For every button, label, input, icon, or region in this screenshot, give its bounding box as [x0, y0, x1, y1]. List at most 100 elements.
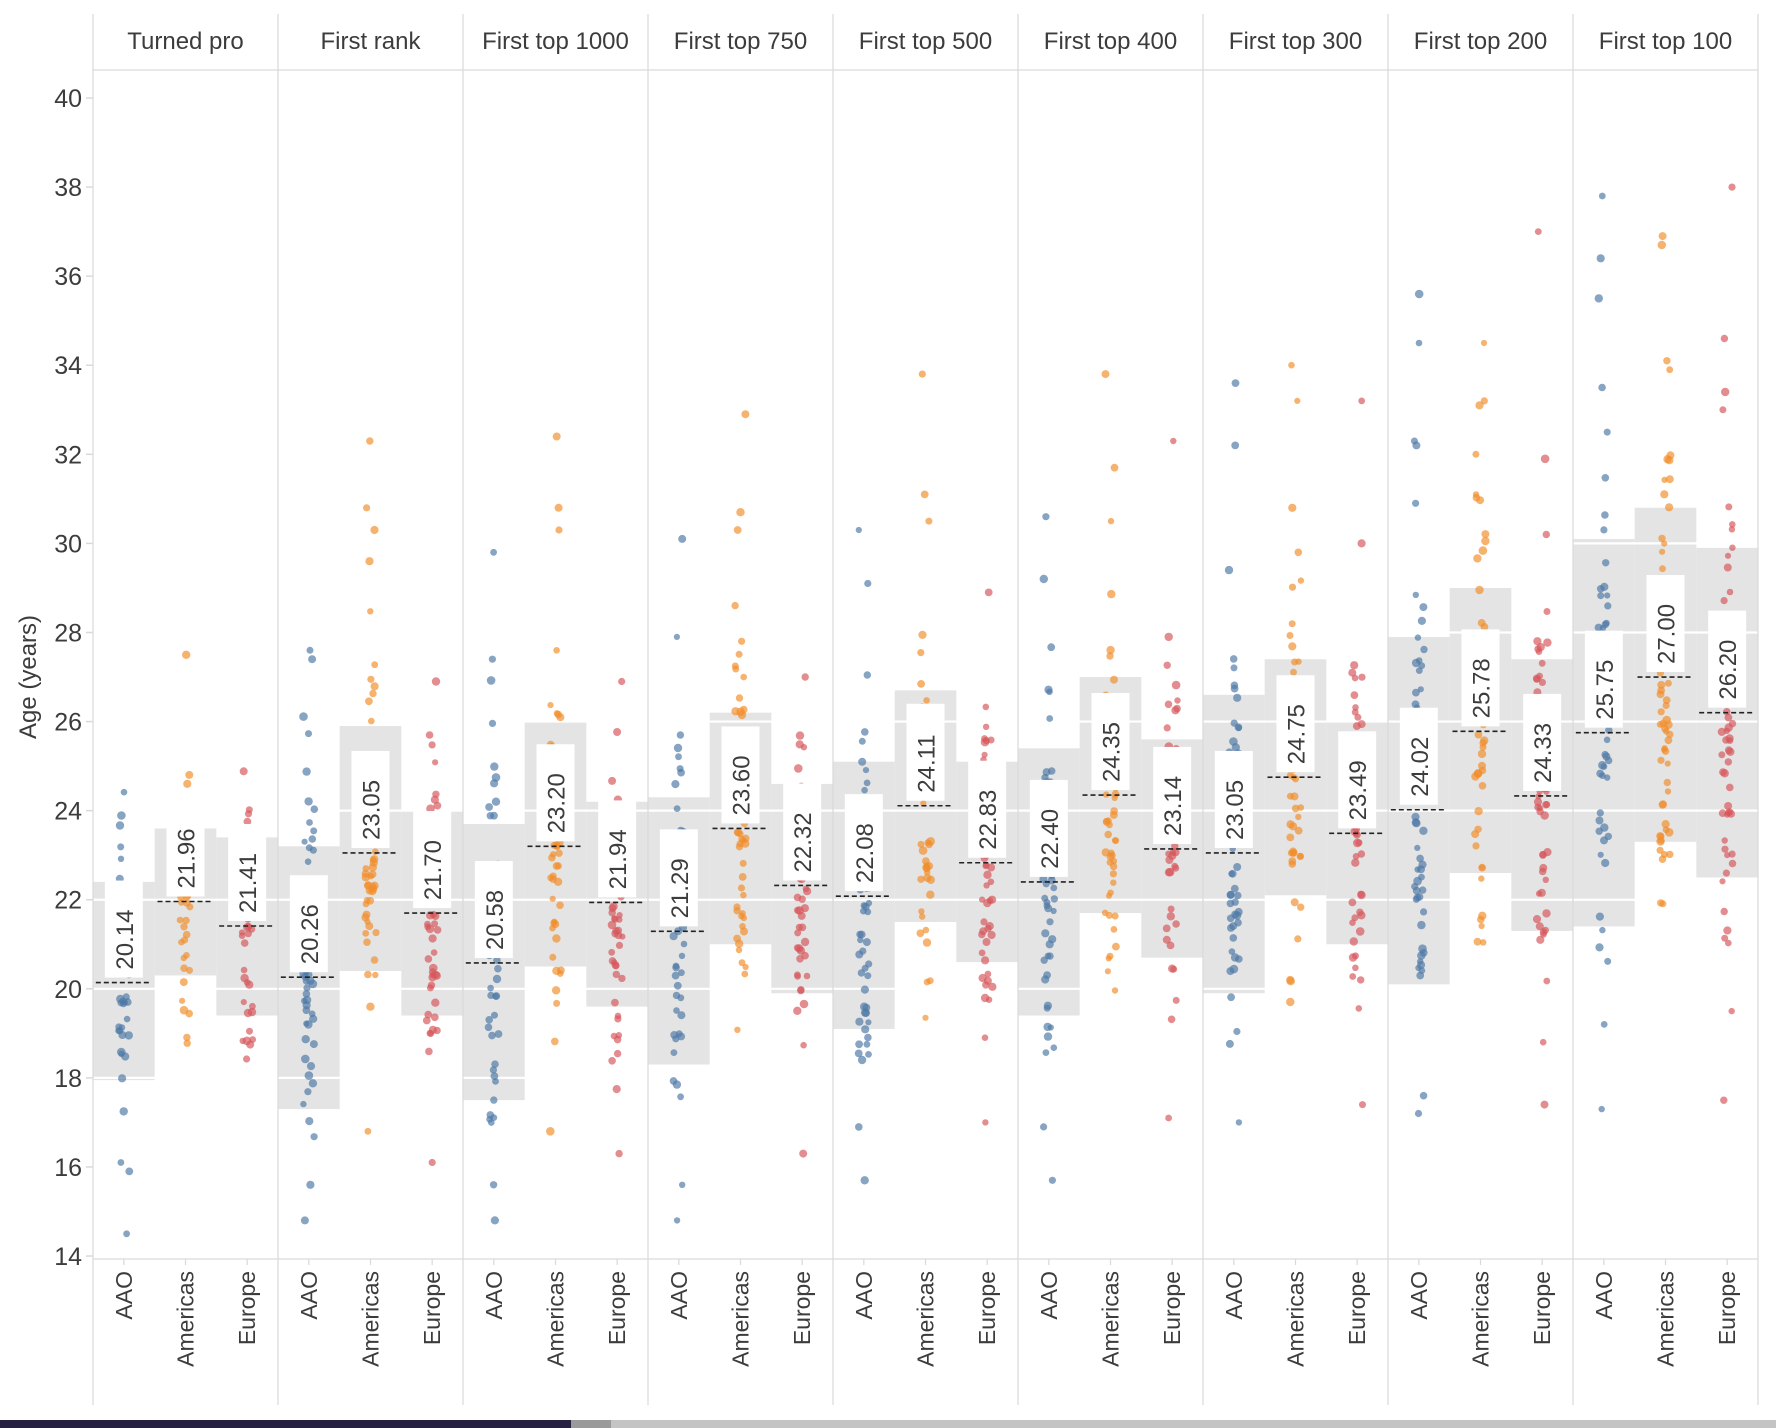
- data-dot-aao[interactable]: [857, 1055, 867, 1065]
- data-dot-americas[interactable]: [1297, 804, 1305, 811]
- data-dot-americas[interactable]: [737, 884, 746, 892]
- mean-label[interactable]: 22.83: [975, 790, 1002, 850]
- data-dot-aao[interactable]: [1414, 1109, 1423, 1118]
- data-dot-europe[interactable]: [1170, 437, 1177, 445]
- data-dot-americas[interactable]: [1661, 746, 1668, 753]
- data-dot-americas[interactable]: [183, 952, 190, 959]
- data-dot-americas[interactable]: [364, 918, 371, 925]
- data-dot-americas[interactable]: [1475, 585, 1484, 595]
- data-dot-americas[interactable]: [1297, 903, 1305, 911]
- data-dot-americas[interactable]: [183, 1039, 191, 1047]
- data-dot-americas[interactable]: [368, 717, 375, 725]
- data-dot-americas[interactable]: [553, 877, 563, 886]
- data-dot-aao[interactable]: [673, 1217, 681, 1224]
- data-dot-europe[interactable]: [1357, 850, 1366, 858]
- data-dot-americas[interactable]: [1103, 791, 1110, 798]
- data-dot-aao[interactable]: [1039, 574, 1049, 584]
- data-dot-europe[interactable]: [982, 703, 990, 711]
- data-dot-aao[interactable]: [1230, 664, 1238, 672]
- data-dot-americas[interactable]: [552, 432, 561, 441]
- data-dot-europe[interactable]: [978, 949, 986, 957]
- data-dot-aao[interactable]: [1601, 858, 1610, 868]
- mean-label[interactable]: 20.58: [482, 890, 509, 950]
- data-dot-europe[interactable]: [1728, 183, 1736, 191]
- data-dot-aao[interactable]: [1233, 863, 1242, 871]
- data-dot-europe[interactable]: [1536, 935, 1545, 944]
- data-dot-americas[interactable]: [367, 608, 374, 615]
- data-dot-americas[interactable]: [182, 916, 190, 925]
- data-dot-americas[interactable]: [917, 680, 925, 688]
- data-dot-aao[interactable]: [300, 1216, 309, 1225]
- data-dot-americas[interactable]: [1290, 668, 1297, 676]
- data-dot-aao[interactable]: [1604, 602, 1612, 610]
- data-dot-aao[interactable]: [486, 812, 494, 820]
- data-dot-americas[interactable]: [366, 437, 374, 445]
- data-dot-europe[interactable]: [1163, 661, 1171, 669]
- data-dot-americas[interactable]: [1105, 911, 1113, 919]
- data-dot-europe[interactable]: [1536, 643, 1545, 652]
- data-dot-europe[interactable]: [1729, 544, 1736, 551]
- data-dot-europe[interactable]: [615, 941, 624, 950]
- data-dot-aao[interactable]: [679, 1181, 686, 1189]
- data-dot-aao[interactable]: [310, 827, 318, 835]
- data-dot-aao[interactable]: [1420, 645, 1428, 654]
- data-dot-americas[interactable]: [733, 526, 742, 534]
- data-dot-americas[interactable]: [1664, 828, 1674, 837]
- data-dot-americas[interactable]: [555, 849, 563, 857]
- data-dot-aao[interactable]: [1594, 623, 1603, 632]
- data-dot-americas[interactable]: [369, 689, 377, 698]
- data-dot-europe[interactable]: [1352, 853, 1360, 860]
- data-dot-americas[interactable]: [361, 873, 370, 882]
- data-dot-americas[interactable]: [1288, 583, 1297, 591]
- data-dot-americas[interactable]: [1288, 361, 1295, 369]
- data-dot-americas[interactable]: [1110, 926, 1118, 933]
- data-dot-americas[interactable]: [1107, 517, 1115, 525]
- data-dot-europe[interactable]: [1718, 751, 1726, 759]
- data-dot-aao[interactable]: [305, 844, 313, 852]
- data-dot-europe[interactable]: [1725, 808, 1734, 816]
- data-dot-europe[interactable]: [1539, 1038, 1547, 1046]
- data-dot-europe[interactable]: [616, 912, 623, 919]
- data-dot-aao[interactable]: [1417, 686, 1424, 693]
- data-dot-aao[interactable]: [1228, 870, 1235, 878]
- data-dot-aao[interactable]: [301, 838, 308, 845]
- data-dot-europe[interactable]: [987, 878, 995, 886]
- data-dot-europe[interactable]: [1720, 597, 1728, 605]
- data-dot-americas[interactable]: [1112, 942, 1120, 951]
- data-dot-europe[interactable]: [794, 929, 802, 937]
- data-dot-europe[interactable]: [426, 1029, 434, 1037]
- data-dot-aao[interactable]: [487, 984, 494, 992]
- data-dot-americas[interactable]: [1111, 790, 1120, 798]
- data-dot-americas[interactable]: [735, 650, 743, 658]
- data-dot-aao[interactable]: [1598, 383, 1606, 392]
- data-dot-europe[interactable]: [1165, 850, 1172, 857]
- data-dot-europe[interactable]: [240, 999, 247, 1006]
- data-dot-americas[interactable]: [1291, 804, 1300, 813]
- data-dot-aao[interactable]: [862, 767, 870, 774]
- data-dot-aao[interactable]: [861, 728, 869, 736]
- data-dot-europe[interactable]: [612, 970, 620, 979]
- data-dot-americas[interactable]: [1295, 813, 1302, 821]
- data-dot-aao[interactable]: [308, 1010, 316, 1018]
- data-dot-europe[interactable]: [243, 1055, 251, 1063]
- data-dot-aao[interactable]: [855, 526, 862, 534]
- data-dot-americas[interactable]: [1294, 548, 1303, 557]
- data-dot-americas[interactable]: [1112, 837, 1120, 845]
- data-dot-aao[interactable]: [1042, 768, 1051, 777]
- data-dot-aao[interactable]: [673, 1007, 680, 1014]
- data-dot-aao[interactable]: [1599, 926, 1606, 934]
- data-dot-europe[interactable]: [429, 963, 438, 973]
- data-dot-americas[interactable]: [1658, 232, 1667, 241]
- data-dot-aao[interactable]: [863, 671, 871, 679]
- data-dot-aao[interactable]: [860, 1008, 870, 1017]
- data-dot-europe[interactable]: [1348, 668, 1357, 677]
- scrollbar-thumb[interactable]: [570, 1420, 611, 1428]
- mean-label[interactable]: 21.41: [235, 853, 262, 913]
- data-dot-europe[interactable]: [1167, 1015, 1176, 1024]
- data-dot-americas[interactable]: [372, 929, 380, 937]
- data-dot-europe[interactable]: [1724, 852, 1731, 859]
- data-dot-americas[interactable]: [1665, 475, 1674, 484]
- data-dot-aao[interactable]: [304, 797, 313, 806]
- data-dot-americas[interactable]: [1660, 851, 1668, 858]
- data-dot-americas[interactable]: [740, 673, 747, 681]
